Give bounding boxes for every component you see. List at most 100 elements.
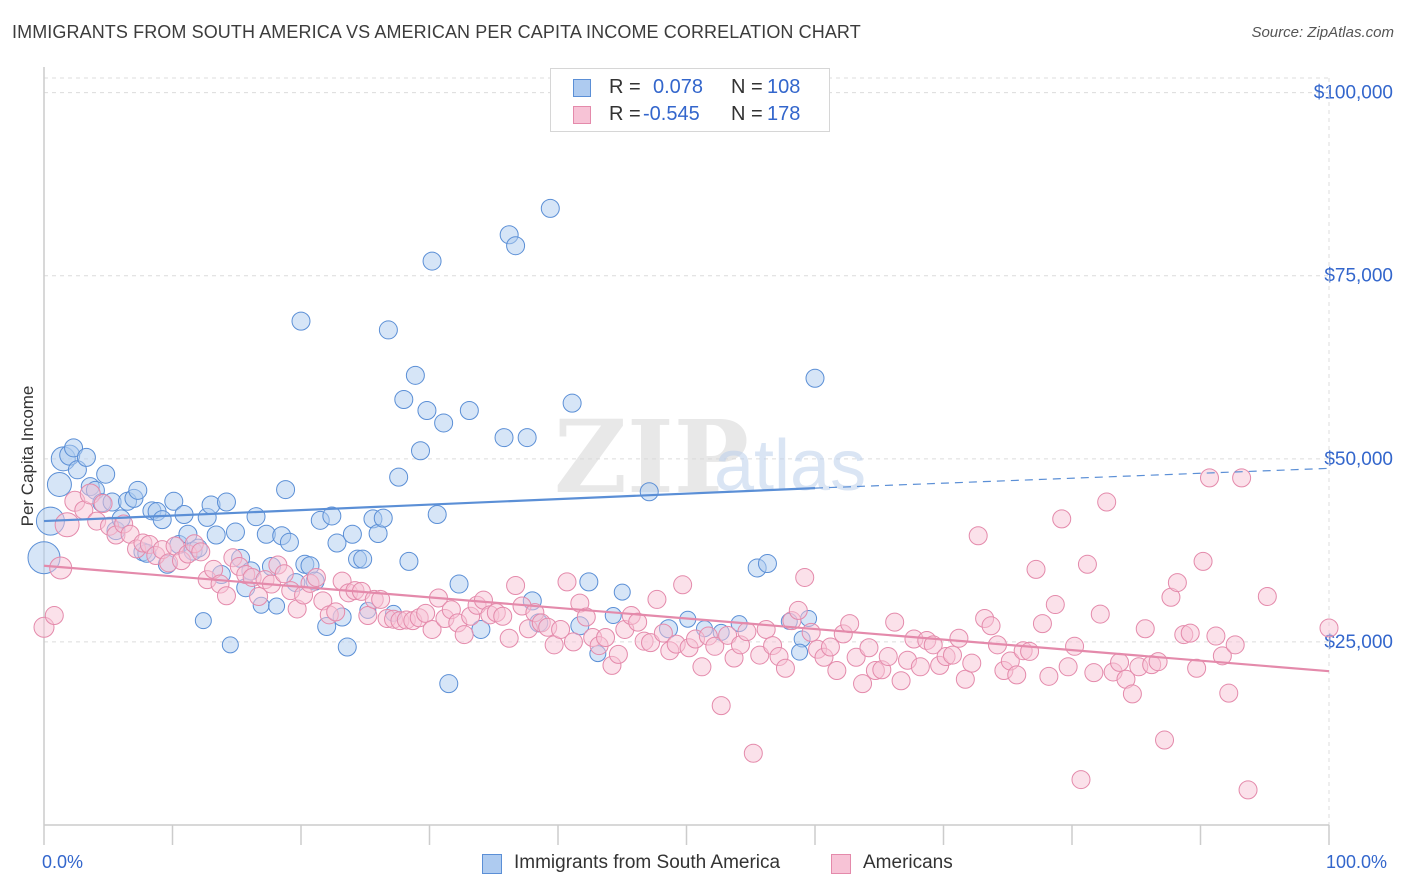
x-tick-label-min: 0.0% [42,852,84,872]
point-immigrants [639,482,659,502]
point-americans [551,619,571,639]
point-americans [1199,468,1219,488]
point-immigrants [76,447,96,467]
point-americans [878,647,898,667]
point-americans [306,567,326,587]
point-americans [1007,665,1027,685]
point-immigrants [517,428,537,448]
bottom-legend-label-americans: Americans [863,852,953,873]
legend-n-label: N = [731,76,763,98]
point-immigrants [216,492,236,512]
point-immigrants [459,400,479,420]
point-americans [1026,559,1046,579]
point-americans [1052,509,1072,529]
point-americans [557,572,577,592]
point-americans [54,512,80,538]
point-americans [576,607,596,627]
point-immigrants [322,506,342,526]
point-americans [647,589,667,609]
point-immigrants [246,507,266,527]
point-immigrants [201,495,221,515]
point-immigrants [378,320,398,340]
point-immigrants [194,612,212,630]
point-americans [743,743,763,763]
point-americans [846,647,866,667]
legend-swatch-americans [573,106,591,124]
point-immigrants [225,522,245,542]
point-immigrants [562,393,582,413]
chart-title: IMMIGRANTS FROM SOUTH AMERICA VS AMERICA… [12,22,861,42]
legend-r-label: R = [609,103,641,125]
point-immigrants [128,480,148,500]
legend-n-value: 178 [767,103,801,125]
point-americans [422,619,442,639]
point-americans [801,622,821,642]
point-americans [885,612,905,632]
point-immigrants [96,464,116,484]
trend-line-immigrants [43,487,816,523]
point-americans [1193,551,1213,571]
point-americans [1058,657,1078,677]
point-americans [1071,770,1091,790]
point-americans [820,637,840,657]
legend-n-value: 108 [767,76,801,98]
point-immigrants [291,311,311,331]
legend-n-label: N = [731,103,763,125]
point-immigrants [353,549,373,569]
point-immigrants [579,572,599,592]
y-tick-label: $75,000 [1324,266,1393,287]
point-americans [711,696,731,716]
point-americans [1039,666,1059,686]
point-immigrants [327,533,347,553]
point-americans [840,614,860,634]
point-immigrants [342,524,362,544]
point-americans [596,628,616,648]
point-immigrants [417,400,437,420]
point-americans [1167,573,1187,593]
point-americans [44,606,64,626]
point-americans [1110,652,1130,672]
point-americans [326,602,346,622]
y-axis-label: Per Capita Income [18,385,37,527]
point-immigrants [613,583,631,601]
point-americans [1319,618,1339,638]
point-immigrants [337,637,357,657]
point-americans [499,628,519,648]
y-tick-label: $50,000 [1324,449,1393,470]
point-americans [506,576,526,596]
point-americans [1187,658,1207,678]
point-immigrants [206,525,226,545]
point-americans [249,587,269,607]
point-americans [827,660,847,680]
point-immigrants [427,504,447,524]
point-immigrants [221,636,239,654]
point-americans [191,542,211,562]
point-americans [216,586,236,606]
y-tick-label: $100,000 [1314,83,1393,104]
point-americans [1206,626,1226,646]
point-immigrants [164,491,184,511]
y-tick-label: $25,000 [1324,632,1393,653]
point-americans [416,603,436,623]
point-americans [859,638,879,658]
point-immigrants [411,441,431,461]
point-immigrants [540,198,560,218]
point-americans [673,575,693,595]
point-americans [968,526,988,546]
point-americans [962,653,982,673]
correlation-legend: R = 0.078 N = 108 R = -0.545 N = 178 [550,68,830,132]
point-immigrants [422,251,442,271]
point-americans [955,669,975,689]
point-americans [454,625,474,645]
point-immigrants [399,551,419,571]
point-americans [1212,646,1232,666]
point-americans [1232,468,1252,488]
point-immigrants [46,471,72,497]
point-americans [1135,619,1155,639]
point-immigrants [604,607,622,625]
point-americans [1180,623,1200,643]
point-americans [493,606,513,626]
x-tick-label-max: 100.0% [1326,852,1388,872]
point-immigrants [394,390,414,410]
